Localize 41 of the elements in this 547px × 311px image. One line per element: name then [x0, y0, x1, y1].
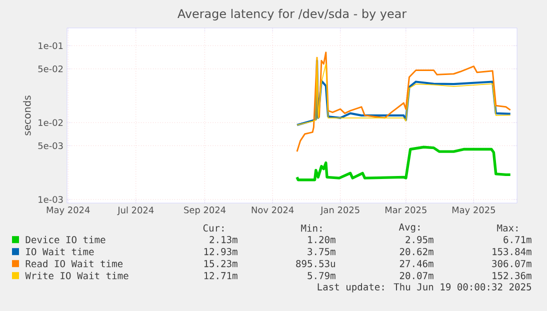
text: 3.75m — [308, 248, 336, 256]
text: 12.93m — [204, 248, 238, 256]
line-series — [296, 52, 512, 152]
text: Min: — [301, 224, 322, 232]
legend-label: Write IO Wait time — [25, 272, 128, 280]
x-tick-label: Jul 2024 — [117, 206, 154, 216]
y-tick-label: 1e-03 — [38, 196, 63, 203]
text: 1.20m — [308, 236, 336, 244]
x-tick-label: Jan 2025 — [320, 206, 360, 215]
text: 152.36m — [492, 272, 532, 280]
text: 895.53u — [296, 260, 335, 268]
text: 27.46m — [400, 260, 434, 268]
legend-label: IO Wait time — [26, 248, 94, 256]
text: Max: — [497, 224, 518, 232]
x-tick-label: Mar 2025 — [385, 206, 426, 214]
y-tick-label: 5e-02 — [38, 65, 63, 72]
text: 5.79m — [308, 272, 336, 280]
text: 153.84m — [492, 248, 532, 256]
text: 20.07m — [400, 272, 434, 280]
text: 306.07m — [492, 260, 532, 268]
legend-label: Read IO Wait time — [26, 260, 123, 268]
x-tick-label: May 2024 — [46, 206, 90, 216]
text: Last update: Thu Jun 19 00:00:32 2025 — [318, 283, 532, 292]
text: Avg: — [398, 223, 420, 233]
text: 20.62m — [400, 248, 434, 256]
text: 12.71m — [204, 272, 238, 280]
x-tick-label: Sep 2024 — [184, 206, 226, 216]
y-tick-label: 5e-03 — [38, 142, 63, 150]
y-axis-title: seconds — [23, 96, 31, 136]
text: 2.95m — [406, 236, 434, 244]
text: 6.71m — [504, 236, 532, 244]
x-tick-label: Nov 2024 — [252, 206, 294, 214]
legend-label: Device IO time — [26, 236, 106, 244]
text: Cur: — [203, 224, 224, 232]
x-tick-label: May 2025 — [452, 206, 495, 216]
y-tick-label: 1e-01 — [38, 42, 63, 50]
text: 15.23m — [204, 260, 238, 268]
line-series — [296, 146, 512, 182]
y-tick-label: 1e-02 — [38, 119, 63, 126]
chart-title: Average latency for /dev/sda - by year — [178, 8, 407, 20]
text: 2.13m — [210, 236, 238, 244]
